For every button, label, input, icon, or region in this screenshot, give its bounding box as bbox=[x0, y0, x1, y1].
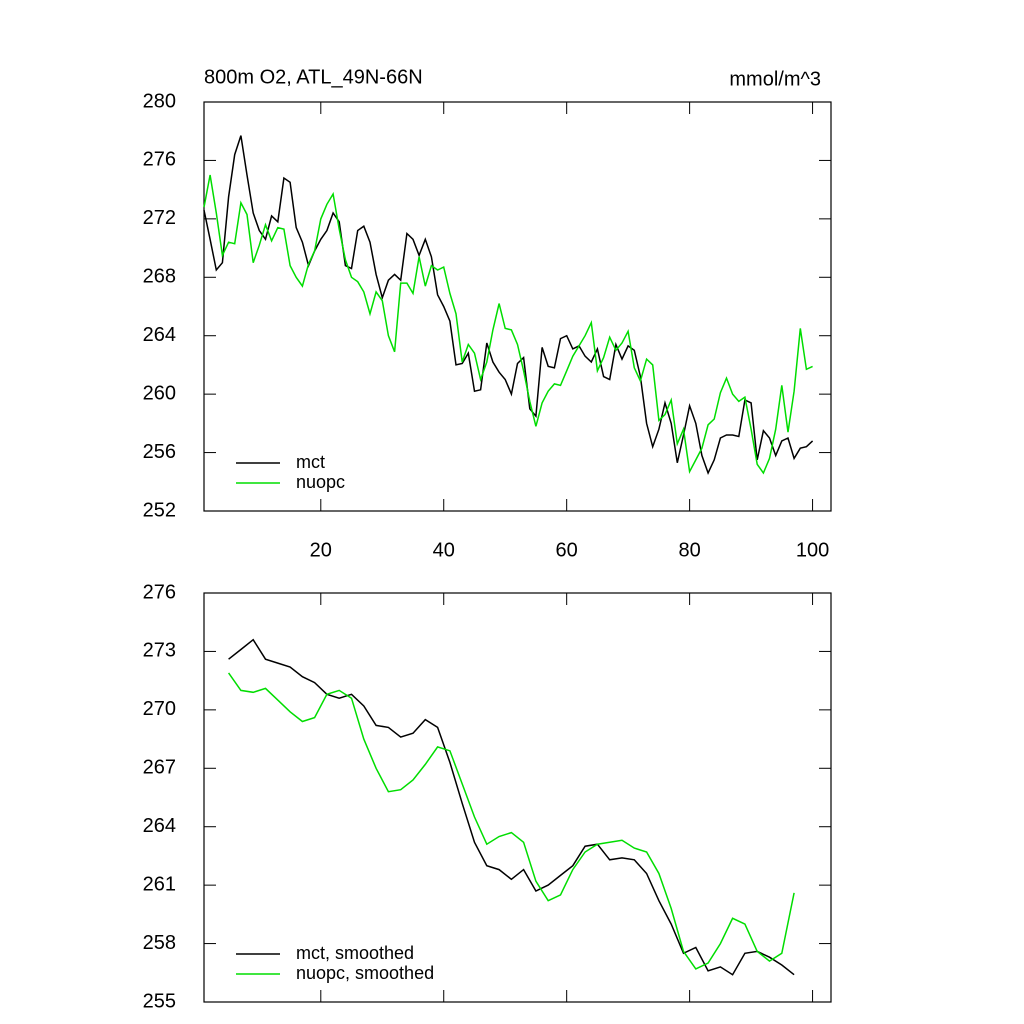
legend-label: mct bbox=[296, 452, 325, 472]
y-tick-label: 264 bbox=[143, 815, 176, 837]
y-tick-label: 276 bbox=[143, 581, 176, 603]
data-line bbox=[203, 135, 814, 475]
y-tick-label: 255 bbox=[143, 990, 176, 1012]
y-tick-label: 264 bbox=[143, 324, 176, 346]
plot-frame bbox=[203, 592, 832, 1003]
y-tick-label: 258 bbox=[143, 932, 176, 954]
plot-frame bbox=[203, 101, 832, 512]
unit-label: mmol/m^3 bbox=[729, 68, 821, 90]
y-tick-label: 261 bbox=[143, 873, 176, 895]
y-tick-label: 252 bbox=[143, 499, 176, 521]
data-line bbox=[227, 672, 795, 970]
y-tick-label: 260 bbox=[143, 382, 176, 404]
legend-label: mct, smoothed bbox=[296, 943, 414, 963]
chart-title: 800m O2, ATL_49N-66N bbox=[204, 66, 423, 88]
x-tick-label: 40 bbox=[433, 539, 455, 561]
y-tick-label: 276 bbox=[143, 149, 176, 171]
y-tick-label: 280 bbox=[143, 90, 176, 112]
data-line bbox=[203, 174, 813, 475]
y-tick-label: 267 bbox=[143, 757, 176, 779]
legend-label: nuopc, smoothed bbox=[296, 963, 434, 983]
x-tick-label: 80 bbox=[678, 539, 700, 561]
y-tick-label: 268 bbox=[143, 266, 176, 288]
data-line bbox=[228, 638, 795, 976]
y-tick-label: 270 bbox=[143, 698, 176, 720]
y-tick-label: 273 bbox=[143, 640, 176, 662]
x-tick-label: 100 bbox=[796, 539, 829, 561]
y-tick-label: 272 bbox=[143, 207, 176, 229]
legend-label: nuopc bbox=[296, 472, 345, 492]
x-tick-label: 60 bbox=[556, 539, 578, 561]
x-tick-label: 20 bbox=[310, 539, 332, 561]
y-tick-label: 256 bbox=[143, 441, 176, 463]
